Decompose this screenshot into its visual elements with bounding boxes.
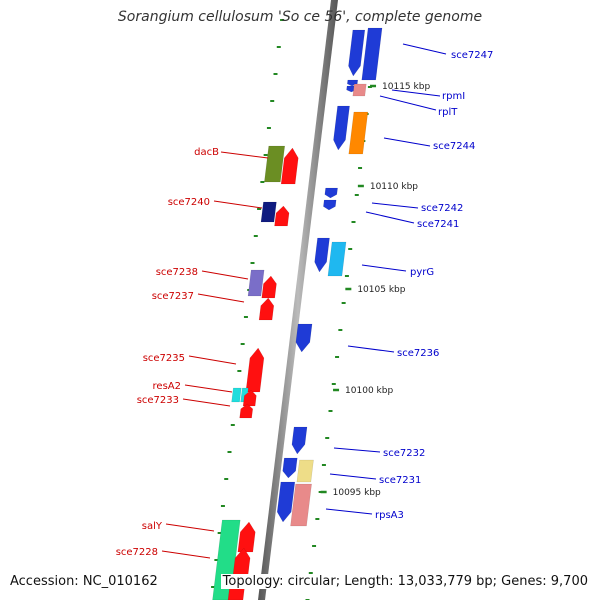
gene-label-pyrG[interactable]: pyrG xyxy=(410,267,434,278)
kbp-label: 10100 kbp xyxy=(345,386,393,396)
reverse-gene-sce7233 xyxy=(239,403,254,419)
forward-gene-sce7231 xyxy=(296,459,314,483)
reverse-gene-sce7235 xyxy=(245,347,265,393)
reverse-gene-sce7237 xyxy=(258,297,275,321)
genome-backbone xyxy=(258,0,338,600)
callout-line xyxy=(333,447,381,453)
accession-text: Accession: NC_010162 xyxy=(8,574,160,589)
kbp-label: 10105 kbp xyxy=(357,285,405,295)
gene-label-sce7232[interactable]: sce7232 xyxy=(383,448,425,459)
reverse-gene-sce7237 xyxy=(280,147,299,185)
callout-line xyxy=(379,95,437,111)
kbp-label: 10110 kbp xyxy=(370,182,418,192)
gene-labels: sce7247 rpmI rplT sce7244 sce7242 sce7241 pyrG… xyxy=(116,43,493,559)
callout-line xyxy=(325,508,373,515)
reverse-gene-resA2 xyxy=(231,387,242,403)
callout-line xyxy=(371,202,419,209)
callout-line xyxy=(402,43,447,55)
reverse-gene-sce7237 xyxy=(261,275,277,299)
reverse-gene-sce7240 xyxy=(260,201,277,223)
callout-line xyxy=(220,151,269,159)
page-title: Sorangium cellulosum 'So ce 56', complet… xyxy=(117,9,483,25)
callout-line xyxy=(391,89,441,97)
reverse-gene-sce7233 xyxy=(242,389,257,407)
gene-label-sce7242[interactable]: sce7242 xyxy=(421,203,463,214)
kbp-label: 10095 kbp xyxy=(333,488,381,498)
callout-line xyxy=(201,270,249,280)
callout-line xyxy=(161,550,211,559)
callout-line xyxy=(188,355,237,365)
gene-label-rpmI[interactable]: rpmI xyxy=(442,91,465,102)
callout-line xyxy=(329,473,377,480)
gene-label-resA2[interactable]: resA2 xyxy=(153,381,181,392)
kbp-label: 10115 kbp xyxy=(382,82,430,92)
reverse-gene-sce7238 xyxy=(247,269,265,297)
forward-gene-sce7247 xyxy=(314,237,330,273)
callout-line xyxy=(184,384,233,393)
gene-label-dacB[interactable]: dacB xyxy=(194,147,219,158)
forward-gene-sce7232 xyxy=(291,426,308,455)
reverse-gene-sce7237 xyxy=(274,205,290,227)
gene-label-sce7244[interactable]: sce7244 xyxy=(433,141,475,152)
gene-label-rplT[interactable]: rplT xyxy=(438,107,458,118)
gene-label-sce7247[interactable]: sce7247 xyxy=(451,50,493,61)
callout-line xyxy=(213,200,263,209)
genome-info-text: Topology: circular; Length: 13,033,779 b… xyxy=(220,574,590,589)
callout-line xyxy=(361,264,407,272)
gene-label-sce7241[interactable]: sce7241 xyxy=(417,219,459,230)
forward-gene-pyrG xyxy=(327,241,347,277)
callout-line xyxy=(182,398,231,407)
gene-label-sce7238[interactable]: sce7238 xyxy=(156,267,198,278)
gene-label-rpsA3[interactable]: rpsA3 xyxy=(375,510,404,521)
forward-gene-sce7247 xyxy=(361,27,383,81)
reverse-gene-dacB xyxy=(264,145,286,183)
reverse-gene-sce7228 xyxy=(237,521,256,553)
gene-label-salY[interactable]: salY xyxy=(142,521,163,532)
gene-label-sce7236[interactable]: sce7236 xyxy=(397,348,439,359)
gene-label-sce7228[interactable]: sce7228 xyxy=(116,547,158,558)
callout-line xyxy=(165,523,215,532)
callout-line xyxy=(365,211,415,224)
forward-gene-sce7247 xyxy=(348,29,366,77)
forward-gene-rpsA3 xyxy=(290,483,312,527)
forward-gene-sce7232 xyxy=(282,457,298,479)
gene-track xyxy=(212,27,383,601)
forward-gene-rpmI xyxy=(352,83,367,97)
callout-line xyxy=(383,137,431,147)
gene-label-sce7237[interactable]: sce7237 xyxy=(152,291,194,302)
callout-line xyxy=(197,293,245,303)
gene-label-sce7235[interactable]: sce7235 xyxy=(143,353,185,364)
gene-label-sce7233[interactable]: sce7233 xyxy=(137,395,179,406)
tick-ring xyxy=(211,19,379,601)
forward-gene-sce7244 xyxy=(348,111,369,155)
forward-gene-sce7247 xyxy=(276,481,296,523)
forward-gene-sce7236 xyxy=(295,323,313,353)
gene-label-sce7231[interactable]: sce7231 xyxy=(379,475,421,486)
forward-gene-sce7241 xyxy=(323,199,337,211)
callout-line xyxy=(347,345,395,353)
gene-label-sce7240[interactable]: sce7240 xyxy=(168,197,210,208)
kbp-markers: 10115 kbp 10110 kbp 10105 kbp 10100 kbp 1009… xyxy=(320,82,430,498)
forward-gene-sce7247 xyxy=(333,105,350,151)
forward-gene-sce7242 xyxy=(324,187,338,199)
